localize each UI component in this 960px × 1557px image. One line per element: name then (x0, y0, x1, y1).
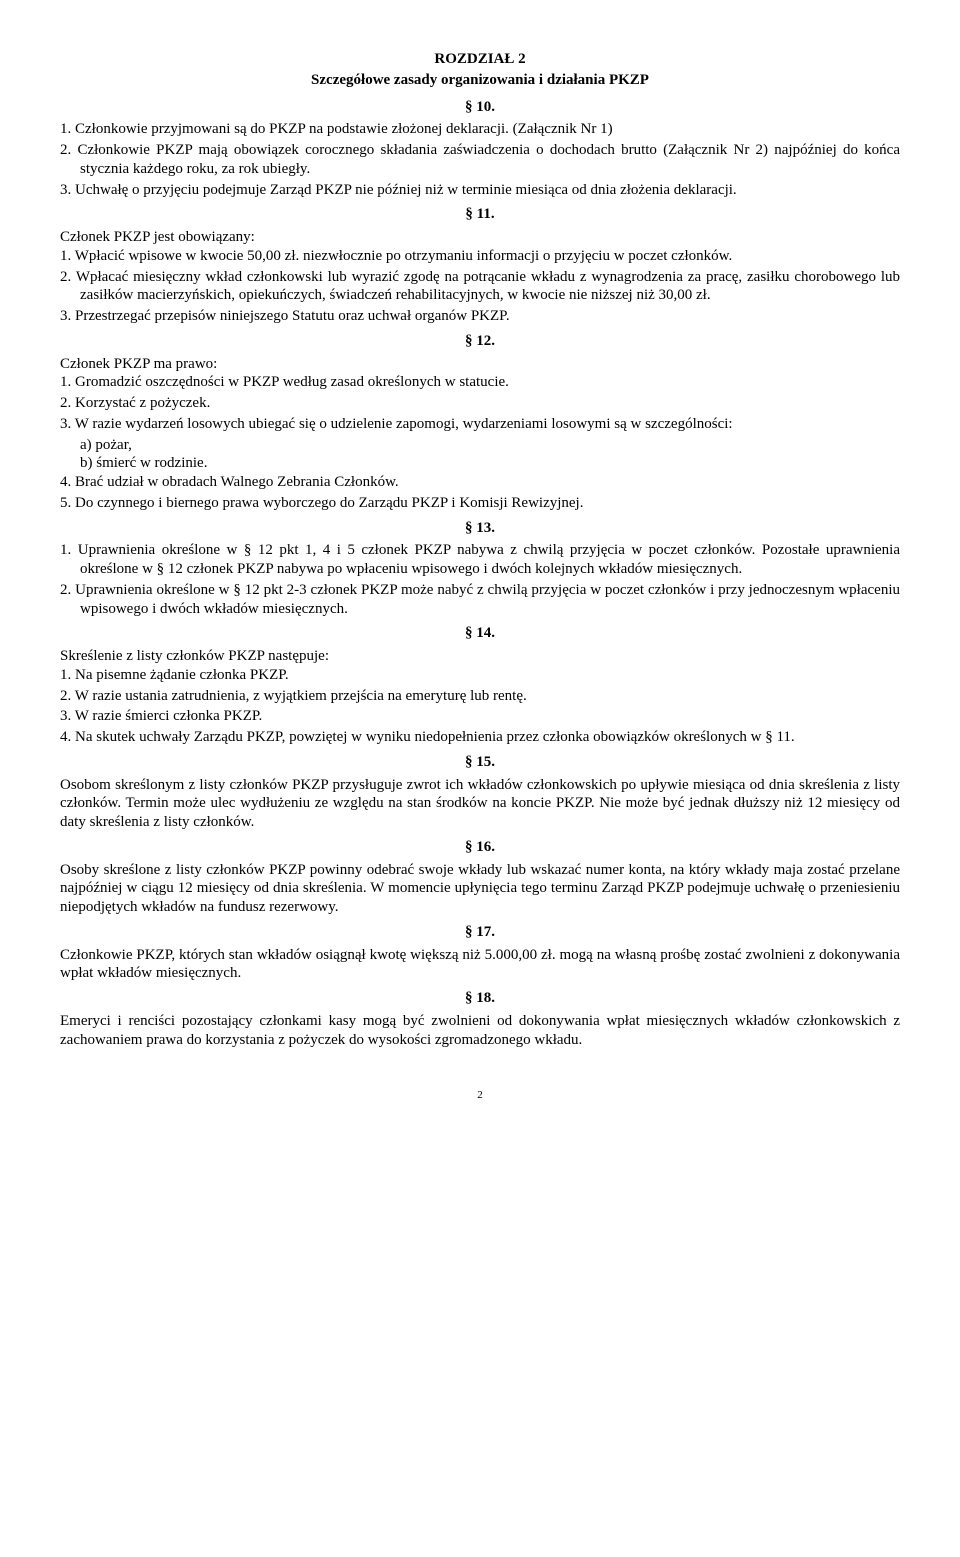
section-14-number: § 14. (60, 624, 900, 643)
section-11-item-3: 3. Przestrzegać przepisów niniejszego St… (60, 307, 900, 326)
chapter-title: ROZDZIAŁ 2 (60, 50, 900, 69)
section-14-item-2: 2. W razie ustania zatrudnienia, z wyjąt… (60, 687, 900, 706)
section-13-item-1: 1. Uprawnienia określone w § 12 pkt 1, 4… (60, 541, 900, 579)
section-14-item-4: 4. Na skutek uchwały Zarządu PKZP, powzi… (60, 728, 900, 747)
section-14-item-3: 3. W razie śmierci członka PKZP. (60, 707, 900, 726)
section-12-intro: Członek PKZP ma prawo: (60, 355, 900, 374)
section-11-item-2: 2. Wpłacać miesięczny wkład członkowski … (60, 268, 900, 306)
section-13-number: § 13. (60, 519, 900, 538)
page-number: 2 (60, 1089, 900, 1103)
section-10-item-2: 2. Członkowie PKZP mają obowiązek corocz… (60, 141, 900, 179)
section-17-para: Członkowie PKZP, których stan wkładów os… (60, 946, 900, 984)
section-13-item-2: 2. Uprawnienia określone w § 12 pkt 2-3 … (60, 581, 900, 619)
section-11-number: § 11. (60, 205, 900, 224)
section-12-item-2: 2. Korzystać z pożyczek. (60, 394, 900, 413)
section-11-item-1: 1. Wpłacić wpisowe w kwocie 50,00 zł. ni… (60, 247, 900, 266)
section-17-number: § 17. (60, 923, 900, 942)
section-12-item-3a: a) pożar, (60, 436, 900, 455)
chapter-subtitle: Szczegółowe zasady organizowania i dział… (60, 71, 900, 90)
section-11-intro: Członek PKZP jest obowiązany: (60, 228, 900, 247)
section-12-item-3b: b) śmierć w rodzinie. (60, 454, 900, 473)
section-10-item-1: 1. Członkowie przyjmowani są do PKZP na … (60, 120, 900, 139)
section-12-item-3: 3. W razie wydarzeń losowych ubiegać się… (60, 415, 900, 434)
section-15-number: § 15. (60, 753, 900, 772)
section-14-intro: Skreślenie z listy członków PKZP następu… (60, 647, 900, 666)
section-10-item-3: 3. Uchwałę o przyjęciu podejmuje Zarząd … (60, 181, 900, 200)
section-12-number: § 12. (60, 332, 900, 351)
section-16-number: § 16. (60, 838, 900, 857)
section-12-item-1: 1. Gromadzić oszczędności w PKZP według … (60, 373, 900, 392)
section-10-number: § 10. (60, 98, 900, 117)
section-12-item-4: 4. Brać udział w obradach Walnego Zebran… (60, 473, 900, 492)
section-16-para: Osoby skreślone z listy członków PKZP po… (60, 861, 900, 917)
section-14-item-1: 1. Na pisemne żądanie członka PKZP. (60, 666, 900, 685)
section-18-number: § 18. (60, 989, 900, 1008)
section-18-para: Emeryci i renciści pozostający członkami… (60, 1012, 900, 1050)
section-12-item-5: 5. Do czynnego i biernego prawa wyborcze… (60, 494, 900, 513)
section-15-para: Osobom skreślonym z listy członków PKZP … (60, 776, 900, 832)
